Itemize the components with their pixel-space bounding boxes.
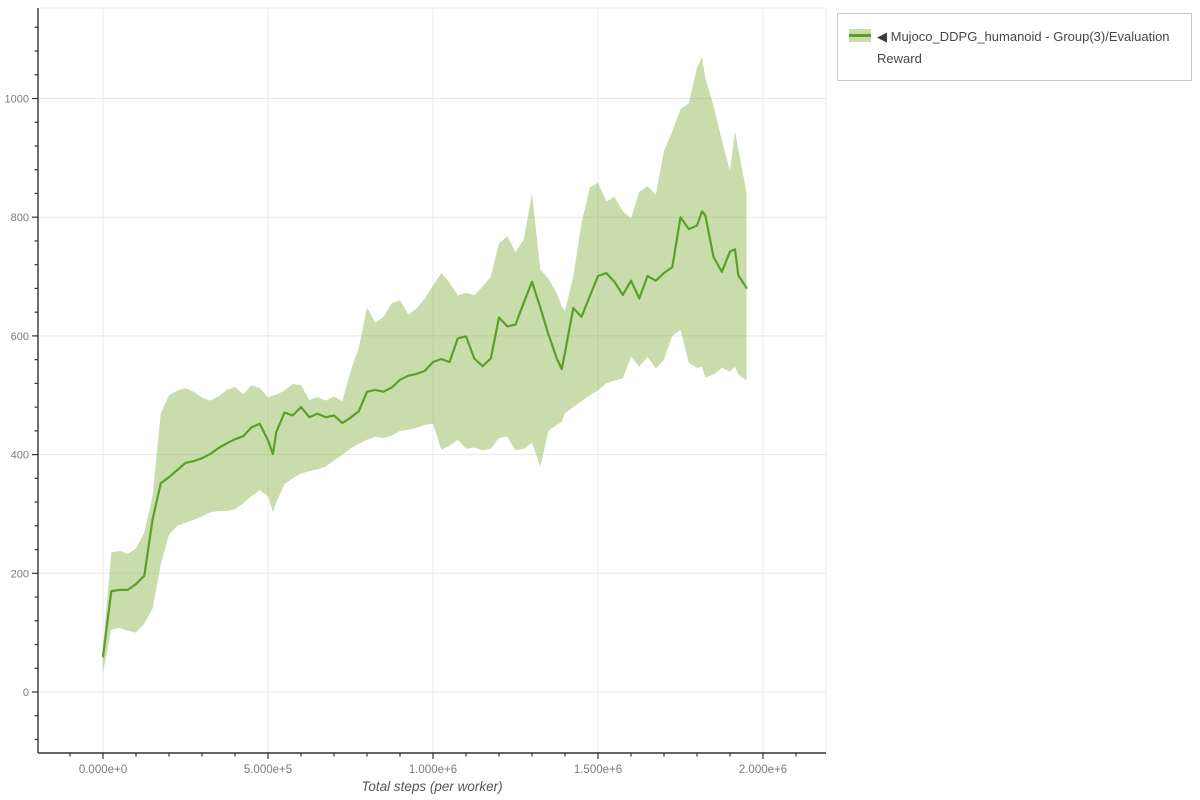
gridlines — [38, 7, 827, 753]
y-tick-label: 800 — [11, 212, 29, 224]
x-tick-label: 5.000e+5 — [244, 764, 292, 776]
x-tick-label: 1.500e+6 — [574, 764, 622, 776]
legend-entry[interactable]: ◀ Mujoco_DDPG_humanoid - Group(3)/Evalua… — [849, 26, 1181, 70]
x-tick-label: 0.000e+0 — [79, 764, 127, 776]
y-tick-label: 1000 — [5, 94, 29, 106]
legend-label-wrap: ◀ Mujoco_DDPG_humanoid - Group(3)/Evalua… — [877, 26, 1181, 70]
y-tick-label: 400 — [11, 450, 29, 462]
legend-toggle-icon[interactable]: ◀ — [877, 29, 887, 44]
y-tick-label: 200 — [11, 568, 29, 580]
x-axis-title: Total steps (per worker) — [361, 779, 503, 794]
y-tick-label: 600 — [11, 331, 29, 343]
series-swatch-icon — [849, 29, 871, 42]
x-tick-label: 1.000e+6 — [409, 764, 457, 776]
confidence-band — [103, 57, 747, 673]
legend-label: Mujoco_DDPG_humanoid - Group(3)/Evaluati… — [877, 29, 1170, 66]
tick-marks — [32, 26, 797, 759]
y-tick-label: 0 — [23, 687, 29, 699]
legend: ◀ Mujoco_DDPG_humanoid - Group(3)/Evalua… — [837, 13, 1192, 81]
x-tick-label: 2.000e+6 — [739, 764, 787, 776]
mean-line — [101, 210, 748, 658]
line-swatch — [849, 34, 871, 37]
tick-labels: 0 200 400 600 800 1000 0.000e+0 5.000e+5 1.000e+… — [5, 94, 788, 777]
